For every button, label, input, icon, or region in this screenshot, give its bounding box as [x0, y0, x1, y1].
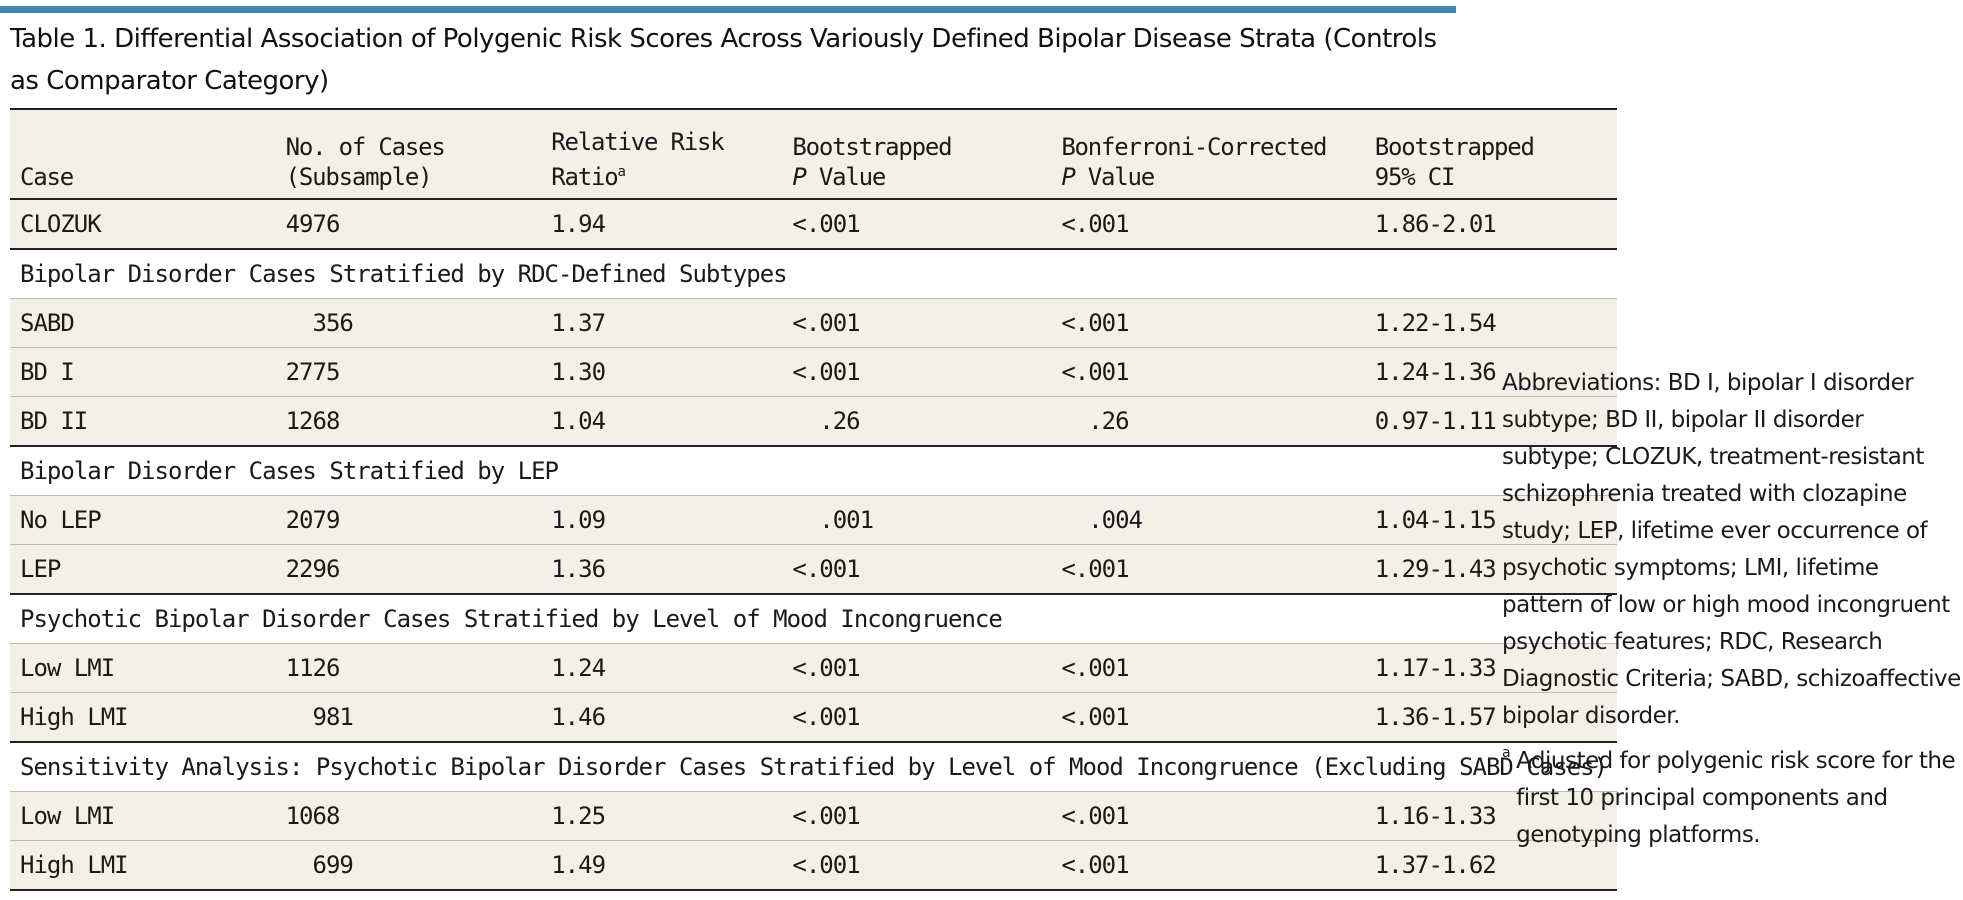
header-no-of-cases: No. of Cases (Subsample): [275, 108, 542, 200]
cell-cases: 2079: [275, 495, 542, 545]
cell-bonf-p: <.001: [1051, 643, 1365, 693]
cell-ci: 1.86-2.01: [1364, 199, 1618, 250]
cell-bonf-p: .004: [1051, 495, 1365, 545]
header-case: Case: [10, 108, 276, 200]
cell-cases: 4976: [275, 199, 542, 250]
cell-rrr: 1.25: [541, 791, 783, 841]
cell-boot-p: <.001: [782, 544, 1052, 595]
cell-ci: 1.17-1.33: [1364, 643, 1618, 693]
cell-boot-p: <.001: [782, 199, 1052, 250]
cell-case: CLOZUK: [10, 199, 276, 250]
cell-case: BD II: [10, 396, 276, 447]
cell-cases: 1126: [275, 643, 542, 693]
results-table: Case No. of Cases (Subsample) Relative Ri…: [10, 108, 1618, 891]
cell-boot-p: <.001: [782, 692, 1052, 743]
cell-case: High LMI: [10, 692, 276, 743]
section-row: Bipolar Disorder Cases Stratified by LEP: [10, 445, 1618, 496]
cell-ci: 1.04-1.15: [1364, 495, 1618, 545]
footnote-marker: a: [1502, 745, 1511, 761]
cell-ci: 1.22-1.54: [1364, 298, 1618, 348]
table-notes: Abbreviations: BD I, bipolar I disorder …: [1502, 365, 1962, 854]
cell-bonf-p: <.001: [1051, 347, 1365, 397]
cell-ci: 1.29-1.43: [1364, 544, 1618, 595]
table-row: LEP 2296 1.36 <.001 <.001 1.29-1.43: [10, 544, 1618, 595]
cell-rrr: 1.09: [541, 495, 783, 545]
cell-bonf-p: <.001: [1051, 199, 1365, 250]
cell-rrr: 1.37: [541, 298, 783, 348]
table-row: SABD 356 1.37 <.001 <.001 1.22-1.54: [10, 298, 1618, 348]
cell-boot-p: <.001: [782, 643, 1052, 693]
section-label: Bipolar Disorder Cases Stratified by LEP: [10, 445, 1618, 496]
cell-rrr: 1.46: [541, 692, 783, 743]
cell-cases: 981: [275, 692, 542, 743]
cell-ci: 1.16-1.33: [1364, 791, 1618, 841]
cell-boot-p: .001: [782, 495, 1052, 545]
table-row: Low LMI 1068 1.25 <.001 <.001 1.16-1.33: [10, 791, 1618, 841]
footnote-text: Adjusted for polygenic risk score for th…: [1516, 748, 1956, 848]
cell-ci: 1.24-1.36: [1364, 347, 1618, 397]
cell-case: No LEP: [10, 495, 276, 545]
section-row: Bipolar Disorder Cases Stratified by RDC…: [10, 248, 1618, 299]
header-bootstrapped-p: Bootstrapped P Value: [782, 108, 1052, 200]
cell-case: BD I: [10, 347, 276, 397]
table-row: CLOZUK 4976 1.94 <.001 <.001 1.86-2.01: [10, 199, 1618, 250]
header-bootstrapped-ci: Bootstrapped 95% CI: [1364, 108, 1618, 200]
footnote-marker: a: [617, 164, 626, 180]
header-bonferroni-p: Bonferroni-Corrected P Value: [1051, 108, 1365, 200]
cell-rrr: 1.36: [541, 544, 783, 595]
cell-rrr: 1.49: [541, 840, 783, 891]
table-row: High LMI 699 1.49 <.001 <.001 1.37-1.62: [10, 840, 1618, 891]
section-row: Psychotic Bipolar Disorder Cases Stratif…: [10, 593, 1618, 644]
cell-bonf-p: <.001: [1051, 791, 1365, 841]
abbreviations-note: Abbreviations: BD I, bipolar I disorder …: [1502, 370, 1961, 729]
cell-bonf-p: .26: [1051, 396, 1365, 447]
table-title: Table 1. Differential Association of Pol…: [10, 24, 1437, 96]
section-label: Psychotic Bipolar Disorder Cases Stratif…: [10, 593, 1618, 644]
cell-boot-p: <.001: [782, 791, 1052, 841]
cell-rrr: 1.24: [541, 643, 783, 693]
cell-rrr: 1.30: [541, 347, 783, 397]
cell-bonf-p: <.001: [1051, 298, 1365, 348]
cell-cases: 1068: [275, 791, 542, 841]
cell-cases: 699: [275, 840, 542, 891]
cell-ci: 1.37-1.62: [1364, 840, 1618, 891]
cell-boot-p: .26: [782, 396, 1052, 447]
table-header-row: Case No. of Cases (Subsample) Relative Ri…: [10, 108, 1618, 200]
table-row: Low LMI 1126 1.24 <.001 <.001 1.17-1.33: [10, 643, 1618, 693]
cell-case: High LMI: [10, 840, 276, 891]
table-row: No LEP 2079 1.09 .001 .004 1.04-1.15: [10, 495, 1618, 545]
cell-rrr: 1.94: [541, 199, 783, 250]
cell-case: Low LMI: [10, 791, 276, 841]
cell-cases: 2296: [275, 544, 542, 595]
cell-boot-p: <.001: [782, 298, 1052, 348]
cell-ci: 1.36-1.57: [1364, 692, 1618, 743]
title-accent-bar: [0, 6, 1456, 13]
cell-bonf-p: <.001: [1051, 840, 1365, 891]
cell-case: LEP: [10, 544, 276, 595]
cell-rrr: 1.04: [541, 396, 783, 447]
footnote: a Adjusted for polygenic risk score for …: [1502, 743, 1962, 854]
cell-cases: 1268: [275, 396, 542, 447]
results-table-container: Case No. of Cases (Subsample) Relative Ri…: [10, 108, 1618, 891]
section-label: Sensitivity Analysis: Psychotic Bipolar …: [10, 741, 1618, 792]
cell-boot-p: <.001: [782, 347, 1052, 397]
cell-boot-p: <.001: [782, 840, 1052, 891]
cell-bonf-p: <.001: [1051, 692, 1365, 743]
cell-cases: 356: [275, 298, 542, 348]
cell-bonf-p: <.001: [1051, 544, 1365, 595]
table-row: BD II 1268 1.04 .26 .26 0.97-1.11: [10, 396, 1618, 447]
section-row: Sensitivity Analysis: Psychotic Bipolar …: [10, 741, 1618, 792]
table-row: BD I 2775 1.30 <.001 <.001 1.24-1.36: [10, 347, 1618, 397]
section-label: Bipolar Disorder Cases Stratified by RDC…: [10, 248, 1618, 299]
table-row: High LMI 981 1.46 <.001 <.001 1.36-1.57: [10, 692, 1618, 743]
cell-case: SABD: [10, 298, 276, 348]
cell-cases: 2775: [275, 347, 542, 397]
cell-case: Low LMI: [10, 643, 276, 693]
header-relative-risk-ratio: Relative Risk Ratioa: [541, 108, 783, 200]
